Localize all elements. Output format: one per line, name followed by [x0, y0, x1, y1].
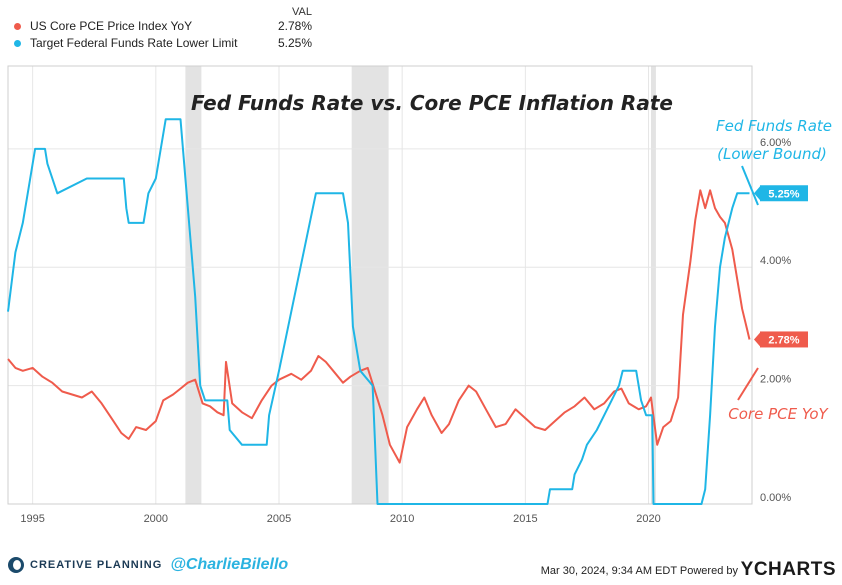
y-tick-label: 0.00% [760, 492, 791, 504]
x-tick-label: 2000 [144, 513, 168, 525]
series-line-0 [7, 189, 751, 464]
ycharts-logo[interactable]: YCHARTS [740, 559, 836, 580]
series-lines [7, 118, 751, 505]
y-tick-label: 2.00% [760, 374, 791, 386]
legend-item-core-pce[interactable]: US Core PCE Price Index YoY 2.78% [14, 18, 314, 35]
annotations: Fed Funds Rate (Lower Bound) Core PCE Yo… [716, 117, 832, 423]
recession-band-1 [351, 66, 389, 504]
end-label-pointer-1 [754, 185, 761, 202]
author-handle[interactable]: @CharlieBilello [170, 556, 289, 573]
creative-planning-logo-icon [8, 557, 24, 573]
annotation-lower-bound: (Lower Bound) [717, 145, 827, 163]
brand-name: CREATIVE PLANNING [30, 559, 163, 571]
annotation-fed-funds-rate: Fed Funds Rate [716, 117, 832, 135]
x-tick-label: 2015 [513, 513, 537, 525]
legend: VAL US Core PCE Price Index YoY 2.78% Ta… [14, 6, 314, 52]
footer: CREATIVE PLANNING @CharlieBilello Mar 30… [0, 548, 842, 585]
chart-title: Fed Funds Rate vs. Core PCE Inflation Ra… [191, 91, 673, 115]
legend-header: VAL [292, 6, 312, 18]
y-tick-label: 6.00% [760, 137, 791, 149]
annotation-core-pce: Core PCE YoY [728, 405, 829, 423]
x-tick-label: 1995 [20, 513, 44, 525]
legend-item-fed-funds[interactable]: Target Federal Funds Rate Lower Limit 5.… [14, 35, 314, 52]
legend-value-fed-funds: 5.25% [277, 36, 312, 50]
y-tick-label: 4.00% [760, 255, 791, 267]
brand: CREATIVE PLANNING @CharlieBilello [8, 556, 288, 574]
legend-label-fed-funds: Target Federal Funds Rate Lower Limit [30, 36, 238, 50]
end-label-pointer-0 [754, 331, 761, 348]
legend-value-core-pce: 2.78% [277, 19, 312, 33]
y-tick-labels: 0.00% 2.00% 4.00% 6.00% [760, 137, 791, 504]
annotation-pointer-fed-funds [741, 165, 759, 206]
line-chart: Fed Funds Rate vs. Core PCE Inflation Ra… [7, 65, 832, 525]
end-label-1: 5.25% [768, 188, 799, 200]
recession-bands [185, 66, 656, 504]
x-tick-label: 2010 [390, 513, 414, 525]
x-tick-label: 2005 [267, 513, 291, 525]
legend-label-core-pce: US Core PCE Price Index YoY [30, 19, 193, 33]
recession-band-2 [650, 66, 656, 504]
end-label-box-1 [760, 185, 808, 202]
legend-dot-core-pce [14, 23, 21, 30]
legend-dot-fed-funds [14, 40, 21, 47]
end-label-0: 2.78% [768, 334, 799, 346]
end-label-box-0 [760, 331, 808, 348]
series-line-1 [7, 118, 750, 505]
series-end-labels: 2.78% 5.25% [754, 185, 808, 348]
x-tick-label: 2020 [636, 513, 660, 525]
timestamp: Mar 30, 2024, 9:34 AM EDT Powered by [540, 565, 738, 577]
x-tick-labels: 1995 2000 2005 2010 2015 2020 [20, 513, 660, 525]
annotation-pointer-core-pce [737, 367, 759, 401]
